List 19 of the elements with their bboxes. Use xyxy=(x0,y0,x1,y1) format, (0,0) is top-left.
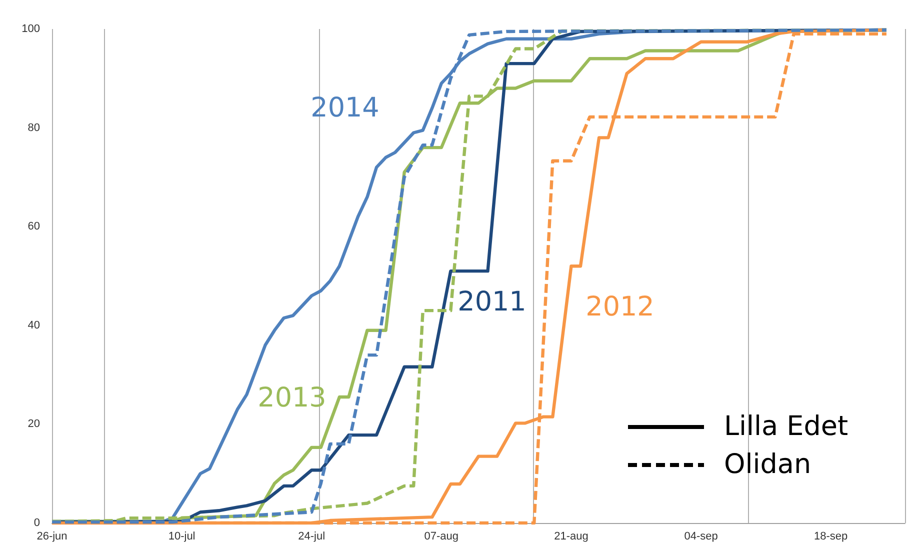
x-tick-label: 18-sep xyxy=(814,530,848,542)
x-tick-label: 07-aug xyxy=(424,530,459,542)
x-tick-label: 21-aug xyxy=(554,530,588,542)
annotation: Lilla Edet xyxy=(724,411,848,442)
y-tick-label: 80 xyxy=(28,122,40,134)
series-label: 2012 xyxy=(586,292,654,322)
y-tick-label: 20 xyxy=(28,418,40,430)
x-tick-label: 24-jul xyxy=(298,530,326,542)
y-tick-label: 0 xyxy=(34,517,40,529)
y-tick-label: 40 xyxy=(28,319,40,332)
y-tick-label: 60 xyxy=(28,220,40,233)
x-tick-label: 26-jun xyxy=(36,530,68,542)
x-tick-label: 04-sep xyxy=(684,530,718,542)
series-label: 2014 xyxy=(310,92,380,124)
y-tick-label: 100 xyxy=(22,23,40,35)
series-label: 2011 xyxy=(458,286,526,318)
series-label: 2013 xyxy=(258,382,326,414)
x-tick-label: 10-jul xyxy=(168,530,196,542)
annotation: Olidan xyxy=(724,449,812,480)
